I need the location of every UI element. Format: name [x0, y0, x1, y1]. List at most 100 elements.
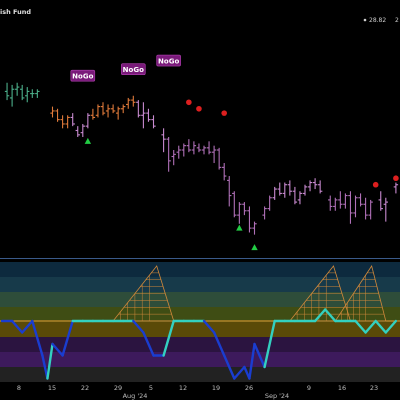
x-tick-label: 12: [179, 384, 187, 392]
oscillator-segment: [354, 319, 367, 334]
ohlc-bar: [105, 104, 111, 118]
oscillator-band: [0, 322, 400, 338]
x-tick-label: 15: [48, 384, 56, 392]
oscillator-band: [0, 367, 400, 383]
ohlc-bar: [166, 136, 171, 172]
x-axis: 8 15 22 29 5 12 19 26 9 16 23 Aug '24 Sep '24: [0, 382, 400, 400]
oscillator-segment: [324, 308, 337, 323]
ohlc-bar: [50, 106, 55, 118]
ohlc-bar: [136, 100, 141, 118]
ohlc-bar: [247, 206, 252, 233]
ohlc-bar: [317, 180, 323, 194]
x-axis-background: [0, 382, 400, 400]
nogo-label: NoGo: [70, 69, 96, 82]
ohlc-bar: [312, 178, 318, 190]
x-month-label: Sep '24: [265, 392, 289, 400]
ohlc-bar: [25, 87, 30, 103]
nogo-label-box: [156, 54, 181, 67]
red-dot-marker: [372, 181, 379, 188]
ohlc-bar: [131, 95, 136, 107]
oscillator-segment: [313, 308, 327, 323]
oscillator-segment: [233, 365, 246, 380]
oscillator-segment: [374, 319, 387, 334]
ohlc-bar: [90, 108, 96, 120]
nogo-label: NoGo: [121, 63, 146, 76]
ohlc-bar: [35, 89, 40, 98]
oscillator-segment: [364, 319, 377, 334]
ohlc-bar: [358, 193, 363, 207]
oscillator-segment: [41, 354, 49, 380]
ohlc-bar: [368, 199, 373, 220]
ohlc-bar: [237, 202, 242, 224]
x-tick-label: 26: [245, 384, 253, 392]
nogo-label-box: [70, 69, 96, 82]
oscillator-segment: [10, 319, 24, 334]
oscillator-segment: [142, 331, 155, 357]
oscillator-segment: [46, 342, 54, 380]
ohlc-bar: [110, 104, 116, 114]
ohlc-bar: [216, 147, 222, 170]
ohlc-bar: [232, 191, 237, 218]
ohlc-bar: [343, 193, 348, 209]
ohlc-bar: [307, 180, 313, 192]
oscillator-band: [0, 352, 400, 368]
ohlc-bar: [242, 202, 247, 216]
ohlc-bar: [363, 197, 368, 220]
oscillator-band: [0, 262, 400, 278]
nogo-label-text: NoGo: [123, 66, 144, 74]
oscillator-band: [0, 292, 400, 308]
x-tick-label: 23: [370, 384, 378, 392]
ohlc-bar: [80, 123, 85, 137]
ohlc-bar: [267, 195, 272, 211]
ohlc-bar: [328, 195, 333, 211]
ohlc-bar: [126, 97, 131, 109]
red-dot-marker: [393, 175, 399, 182]
x-tick-label: 8: [17, 384, 21, 392]
ohlc-bar: [333, 197, 338, 211]
chart-title: ish Fund: [0, 8, 31, 16]
ohlc-bar: [227, 176, 232, 207]
oscillator-band: [0, 277, 400, 293]
ohlc-bar: [30, 89, 35, 98]
ohlc-bar: [146, 108, 151, 122]
ohlc-bar: [14, 82, 20, 96]
ohlc-bar: [277, 182, 282, 196]
ohlc-bar: [348, 191, 353, 224]
oscillator-segment: [61, 319, 74, 357]
ohlc-bar: [115, 106, 121, 120]
x-month-label: Aug '24: [123, 392, 148, 400]
ohlc-bar: [4, 82, 10, 101]
oscillator-band: [0, 307, 400, 323]
ohlc-bar: [161, 128, 166, 153]
red-dot-marker: [186, 99, 192, 106]
nogo-label-text: NoGo: [72, 73, 93, 81]
oscillator-segment: [263, 319, 276, 369]
ohlc-bar: [151, 115, 156, 129]
ohlc-bar: [282, 182, 287, 198]
red-dot-marker: [196, 105, 202, 112]
ohlc-bar: [100, 102, 106, 116]
momentum-fan: [112, 265, 175, 322]
ohlc-bar: [302, 184, 308, 196]
ohlc-bar: [95, 104, 101, 118]
ohlc-bar: [206, 141, 212, 155]
ohlc-bar: [186, 139, 192, 153]
oscillator-panel: [0, 262, 400, 383]
oscillator-segment: [132, 319, 145, 334]
green-triangle-marker: [84, 137, 92, 144]
x-tick-label: 19: [212, 384, 220, 392]
ohlc-bar: [20, 84, 25, 101]
oscillator-segment: [253, 342, 266, 369]
header-overflow: 2: [395, 17, 399, 24]
ohlc-bar: [60, 115, 65, 129]
ohlc-bar: [222, 163, 227, 181]
nogo-label: NoGo: [156, 54, 181, 67]
nogo-label-box: [121, 63, 146, 76]
ohlc-bar: [196, 143, 202, 153]
ohlc-bar: [353, 195, 358, 218]
x-tick-label: 16: [338, 384, 346, 392]
ohlc-bar: [383, 197, 388, 222]
ohlc-bar: [211, 145, 217, 164]
ohlc-bar: [121, 104, 126, 114]
nogo-label-text: NoGo: [158, 58, 179, 66]
